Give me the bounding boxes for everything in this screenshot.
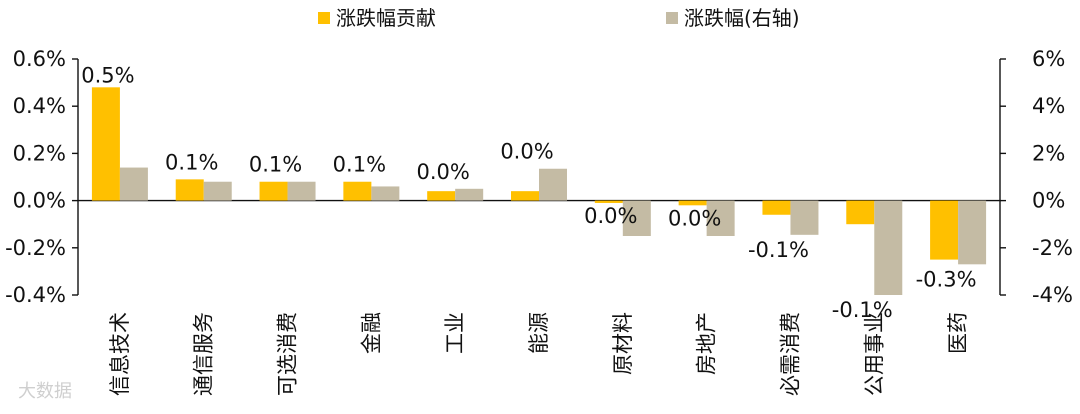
data-label: -0.3%	[916, 267, 977, 291]
bar-change-right-axis	[874, 200, 903, 295]
bar-change-right-axis	[622, 200, 651, 236]
bar-contribution	[930, 200, 959, 260]
bar-change-right-axis	[790, 200, 819, 235]
legend-label-contribution: 涨跌幅贡献	[336, 6, 436, 30]
left-tick-label: -0.2%	[5, 236, 66, 260]
bar-change-right-axis	[455, 188, 484, 201]
data-label: 0.0%	[417, 160, 470, 184]
category-label: 信息技术	[108, 312, 132, 396]
bar-contribution	[427, 191, 456, 201]
bar-contribution	[343, 181, 372, 201]
left-tick-label: -0.4%	[5, 283, 66, 307]
data-label: -0.1%	[832, 298, 893, 322]
category-label: 原材料	[611, 312, 635, 375]
bar-contribution	[511, 191, 539, 201]
category-label: 可选消费	[276, 312, 300, 396]
right-tick-label: -2%	[1032, 236, 1073, 260]
bar-change-right-axis	[203, 181, 232, 201]
category-label: 必需消费	[778, 312, 802, 396]
bar-change-right-axis	[958, 200, 987, 265]
data-label: 0.1%	[165, 150, 218, 174]
bar-contribution	[678, 200, 707, 206]
left-tick-label: 0.4%	[13, 94, 66, 118]
bar-contribution	[175, 179, 204, 201]
bar-contribution	[91, 87, 120, 201]
data-label: 0.0%	[668, 206, 721, 230]
bar-contribution	[846, 200, 875, 225]
right-tick-label: 4%	[1032, 94, 1065, 118]
data-label: 0.5%	[81, 63, 134, 87]
data-label: -0.1%	[748, 238, 809, 262]
bar-change-right-axis	[119, 167, 148, 201]
data-label: 0.1%	[249, 153, 302, 177]
legend-swatch-change	[666, 12, 678, 24]
watermark: 大数据	[18, 381, 72, 402]
data-label: 0.0%	[500, 140, 553, 164]
axes: 0.6% 0.4% 0.2% 0.0% -0.2% -0.4% 6% 4% 2% 0% -2% -4%	[5, 47, 1073, 307]
right-tick-label: 0%	[1032, 189, 1065, 213]
legend-swatch-contribution	[318, 12, 330, 24]
bar-change-right-axis	[371, 186, 400, 201]
bar-contribution	[762, 200, 791, 215]
bars	[91, 87, 987, 295]
data-labels: 0.5% 0.1% 0.1% 0.1% 0.0% 0.0% 0.0% 0.0% -0.1% -0.…	[81, 63, 976, 322]
bar-change-right-axis	[706, 200, 735, 236]
bar-contribution	[594, 200, 623, 203]
category-label: 能源	[527, 312, 551, 354]
legend-label-change: 涨跌幅(右轴)	[684, 6, 800, 30]
right-tick-label: 2%	[1032, 141, 1065, 165]
category-label: 通信服务	[192, 312, 216, 396]
left-tick-label: 0.2%	[13, 141, 66, 165]
category-label: 工业	[443, 312, 467, 354]
data-label: 0.1%	[333, 153, 386, 177]
category-labels: 信息技术 通信服务 可选消费 金融 工业 能源 原材料 房地产 必需消费 公用事业 医药	[108, 312, 970, 396]
category-label: 公用事业	[862, 312, 886, 396]
category-label: 金融	[359, 312, 383, 354]
left-tick-label: 0.0%	[13, 189, 66, 213]
bar-contribution	[259, 181, 288, 201]
category-label: 房地产	[695, 312, 719, 375]
right-tick-label: -4%	[1032, 283, 1073, 307]
category-label: 医药	[946, 312, 970, 354]
left-tick-label: 0.6%	[13, 47, 66, 71]
data-label: 0.0%	[584, 204, 637, 228]
legend: 涨跌幅贡献 涨跌幅(右轴)	[318, 6, 800, 30]
bar-change-right-axis	[539, 168, 567, 201]
right-tick-label: 6%	[1032, 47, 1065, 71]
bar-change-right-axis	[287, 181, 316, 201]
